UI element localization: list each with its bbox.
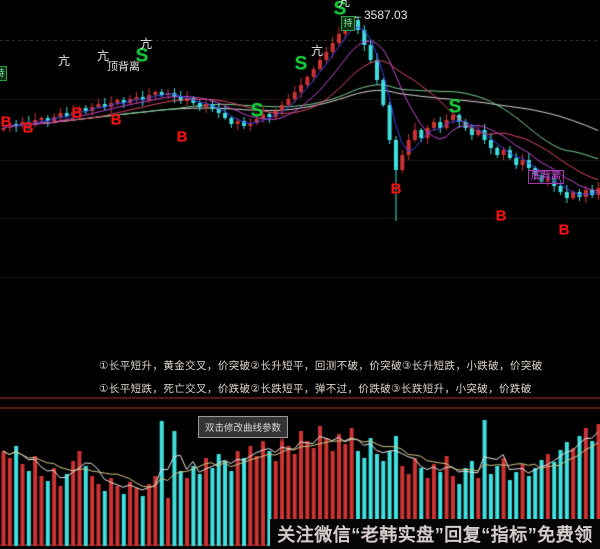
indicator-rule-line-1: ①长平短升，黄金交叉，价突破②长升短平，回测不破，价突破③长升短跌，小跌破，价突… bbox=[99, 360, 543, 372]
wechat-promo-banner: 关注微信“老韩实盘”回复“指标”免费领 bbox=[270, 519, 600, 549]
curve-params-tooltip: 双击修改曲线参数 bbox=[198, 416, 289, 438]
indicator-rule-line-2: ①长平短跌，死亡交叉，价跌破②长跌短平，弹不过，价跌破③长跌短升，小突破，价跌破 bbox=[99, 383, 532, 395]
